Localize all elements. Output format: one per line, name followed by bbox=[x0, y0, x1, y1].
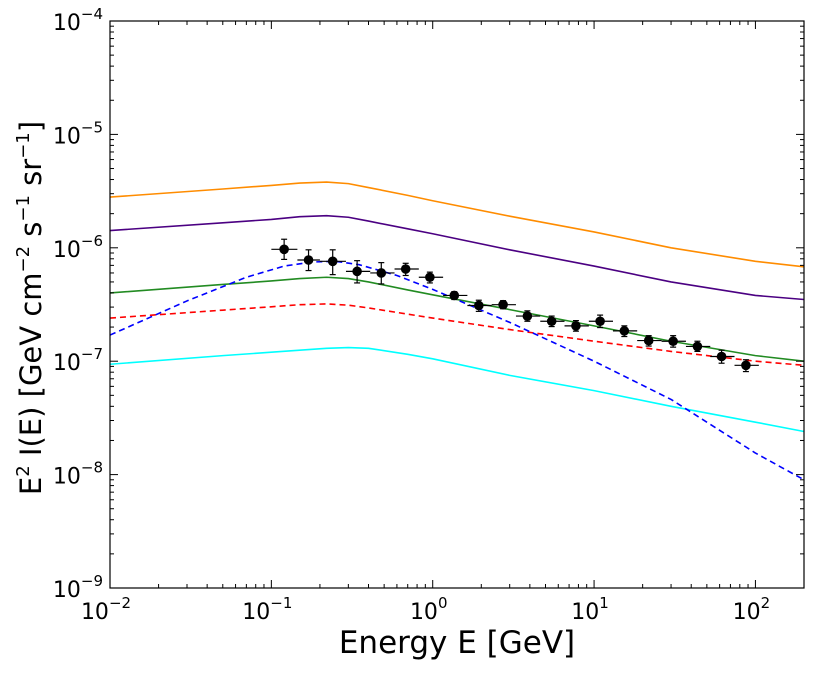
data-point bbox=[612, 325, 638, 338]
point-marker bbox=[279, 244, 289, 255]
data-point bbox=[734, 359, 759, 373]
point-marker bbox=[498, 299, 508, 310]
point-marker bbox=[352, 266, 362, 277]
data-point bbox=[710, 349, 735, 364]
series-line-1 bbox=[109, 214, 805, 301]
data-point bbox=[345, 260, 371, 284]
data-points-layer bbox=[271, 238, 759, 373]
series-line-4 bbox=[109, 346, 805, 433]
data-point bbox=[661, 335, 686, 348]
y-tick-label: 10−9 bbox=[53, 572, 103, 603]
point-marker bbox=[376, 268, 387, 278]
point-marker bbox=[449, 290, 460, 301]
point-marker bbox=[692, 341, 703, 352]
data-point bbox=[540, 315, 565, 328]
point-marker bbox=[716, 351, 727, 362]
series-line-0 bbox=[109, 181, 805, 268]
y-axis-label: E2 I(E) [GeV cm−2 s−1 sr−1] bbox=[13, 121, 48, 495]
x-tick-label: 10−1 bbox=[242, 594, 292, 625]
data-point bbox=[319, 249, 346, 276]
point-marker bbox=[619, 326, 630, 336]
data-point bbox=[491, 299, 516, 310]
y-tick-label: 10−4 bbox=[53, 5, 103, 36]
point-marker bbox=[473, 300, 484, 311]
point-marker bbox=[400, 264, 411, 274]
data-point bbox=[467, 299, 492, 312]
x-tick-label: 101 bbox=[571, 594, 609, 625]
y-tick-label: 10−8 bbox=[53, 459, 103, 490]
ticks-layer: 10−2 10−1 100 101 102 10−9 10−8 10−7 10−6 10−5 10−… bbox=[53, 5, 805, 625]
series-line-2 bbox=[109, 276, 805, 362]
point-marker bbox=[741, 360, 751, 371]
x-tick-label: 100 bbox=[410, 594, 448, 625]
data-point bbox=[443, 290, 468, 301]
data-point bbox=[370, 262, 395, 285]
series-line-3 bbox=[109, 303, 805, 367]
x-tick-label: 10−2 bbox=[81, 594, 131, 625]
data-point bbox=[588, 314, 613, 329]
y-tick-label: 10−5 bbox=[53, 118, 103, 149]
y-tick-label: 10−7 bbox=[53, 345, 103, 376]
point-marker bbox=[303, 255, 314, 265]
data-point bbox=[637, 335, 662, 347]
data-point bbox=[394, 262, 419, 277]
point-marker bbox=[643, 335, 654, 346]
x-tick-label: 102 bbox=[733, 594, 771, 625]
point-marker bbox=[522, 311, 533, 321]
y-tick-label: 10−6 bbox=[53, 232, 103, 263]
x-axis-label: Energy E [GeV] bbox=[339, 625, 575, 661]
point-marker bbox=[327, 256, 338, 267]
data-point bbox=[271, 238, 298, 261]
data-point bbox=[297, 249, 320, 272]
data-point bbox=[515, 310, 541, 322]
point-marker bbox=[546, 316, 557, 327]
data-point bbox=[564, 320, 589, 332]
point-marker bbox=[425, 272, 435, 283]
data-point bbox=[418, 271, 444, 284]
point-marker bbox=[595, 316, 605, 327]
plot-frame bbox=[109, 20, 805, 589]
data-point bbox=[685, 340, 711, 353]
point-marker bbox=[668, 336, 678, 347]
point-marker bbox=[571, 321, 581, 331]
